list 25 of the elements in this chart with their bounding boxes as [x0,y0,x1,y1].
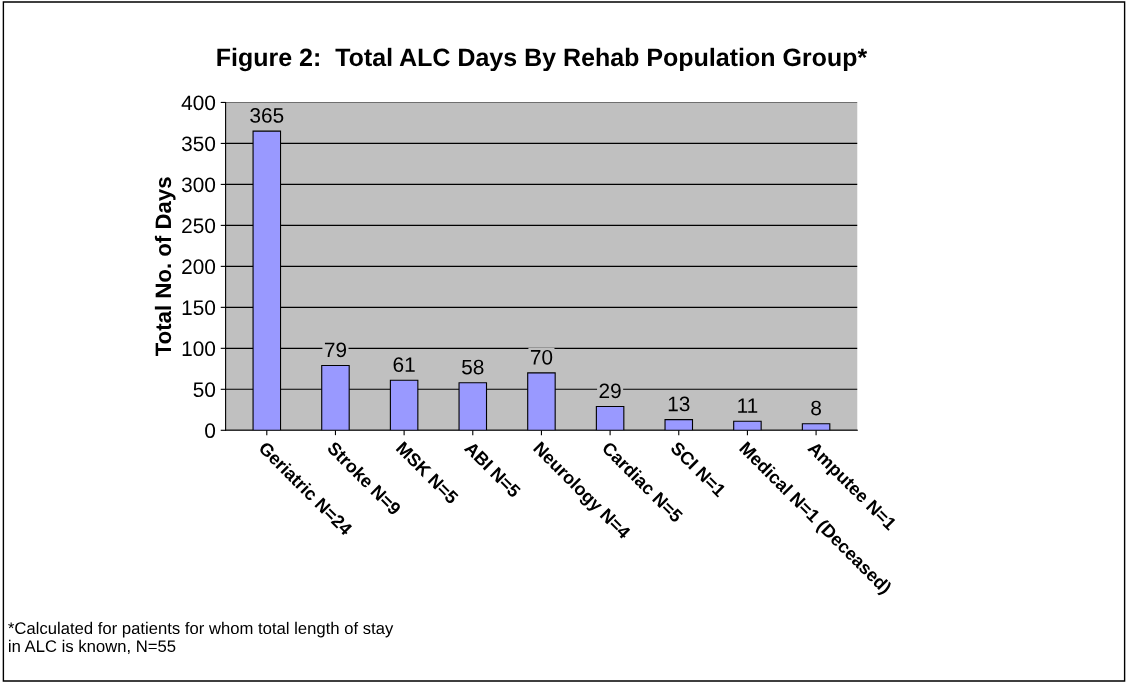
data-label: 13 [668,396,690,412]
data-label: 79 [324,342,347,358]
y-tick-label: 200 [182,259,216,275]
data-label: 70 [530,349,553,365]
bar [664,419,694,431]
y-tick-label: 250 [182,218,216,234]
data-label: 8 [811,400,821,416]
y-tick-label: 100 [182,341,216,357]
text: *Calculated for patients for whom total length of stay in ALC is known, N=55 [8,621,394,655]
data-label: 11 [738,398,758,413]
data-label: 29 [599,383,621,399]
y-tick-label: 50 [193,382,216,398]
data-label: 61 [393,357,415,373]
bar [595,405,625,431]
x-tick-label: ABI N=5 [463,440,522,499]
data-label: 365 [250,108,284,123]
chart-title: Figure 2: Total ALC Days By Rehab Population Group* [217,47,868,72]
y-axis-title: Total No. of Days [154,177,176,357]
y-tick-label: 300 [181,177,216,193]
y-tick-label: 350 [181,136,216,152]
y-tick-label: 0 [205,423,216,439]
data-label: 58 [462,359,484,375]
bar [801,423,831,431]
y-tick-label: 400 [181,95,216,111]
y-tick-label: 150 [182,300,216,316]
